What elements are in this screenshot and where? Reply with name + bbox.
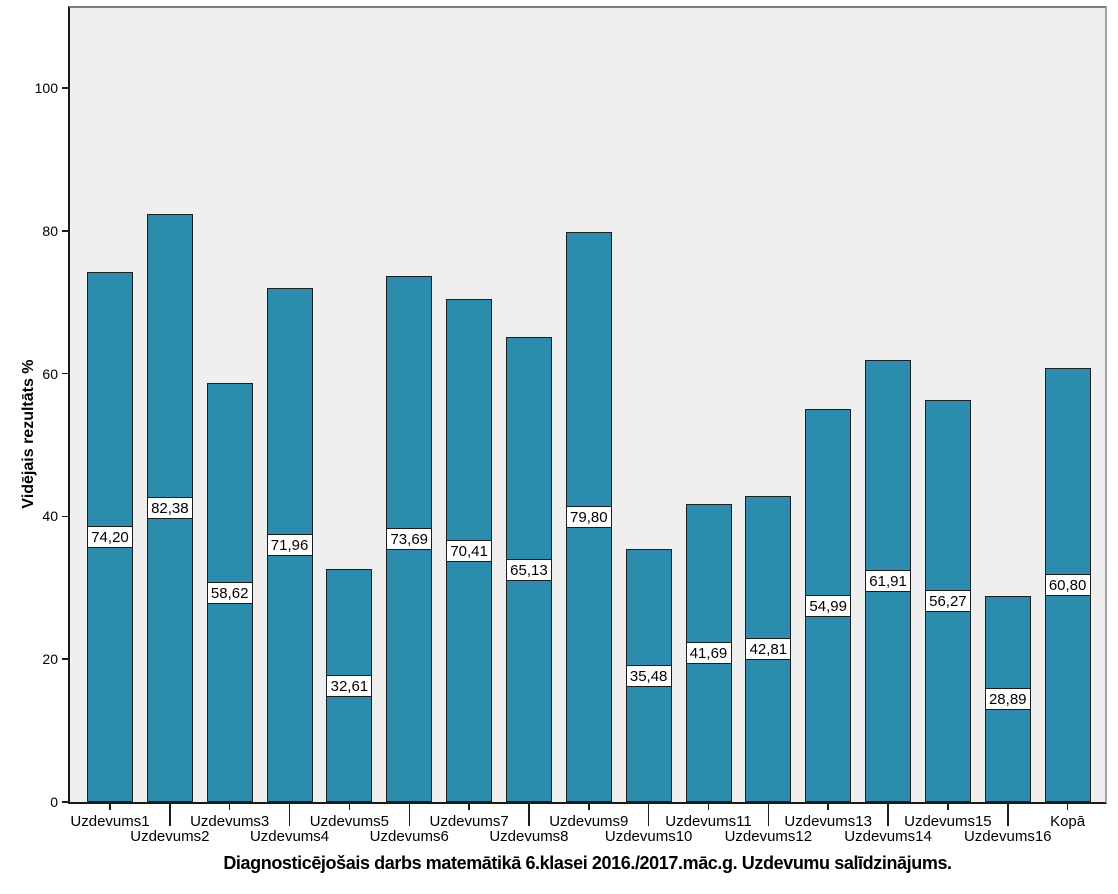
x-tick-uzdevums9 [588,804,590,810]
y-tick-label-40: 40 [42,508,58,525]
x-tick-uzdevums15 [947,804,949,810]
y-tick-40 [62,515,68,518]
x-tick-label-uzdevums10: Uzdevums10 [604,828,693,845]
x-tick-uzdevums12 [767,804,770,826]
x-tick-uzdevums13 [827,804,829,810]
x-tick-kop- [1066,804,1069,810]
y-tick-label-20: 20 [42,651,58,668]
x-tick-label-uzdevums5: Uzdevums5 [309,813,389,830]
bar-value-label-uzdevums1: 74,20 [87,526,133,548]
x-tick-uzdevums4 [288,804,291,826]
x-tick-label-uzdevums14: Uzdevums14 [844,828,932,845]
bar-value-label-uzdevums12: 42,81 [745,638,792,660]
y-tick-label-0: 0 [50,794,58,810]
x-tick-label-uzdevums4: Uzdevums4 [249,828,330,845]
x-tick-label-uzdevums11: Uzdevums11 [665,813,752,830]
y-tick-label-60: 60 [42,365,58,382]
y-tick-60 [62,372,68,375]
x-tick-uzdevums10 [647,804,650,826]
bar-value-label-uzdevums11: 41,69 [685,642,732,664]
y-tick-80 [62,230,68,232]
x-tick-label-uzdevums9: Uzdevums9 [549,813,629,830]
bar-value-label-uzdevums14: 61,91 [865,570,912,592]
y-tick-0 [62,801,68,803]
bar-value-label-uzdevums4: 71,96 [266,534,313,556]
y-tick-label-80: 80 [42,222,58,239]
bar-value-label-uzdevums2: 82,38 [146,497,193,519]
x-tick-label-uzdevums3: Uzdevums3 [190,813,270,830]
x-tick-label-uzdevums12: Uzdevums12 [724,828,813,845]
x-tick-label-uzdevums6: Uzdevums6 [369,828,449,845]
x-tick-uzdevums14 [887,804,889,826]
bar-value-label-uzdevums16: 28,89 [984,688,1031,710]
x-tick-label-uzdevums7: Uzdevums7 [429,813,509,830]
x-tick-label-uzdevums1: Uzdevums1 [70,813,150,830]
bar-value-label-uzdevums7: 70,41 [446,540,493,562]
y-tick-20 [62,658,68,660]
bar-value-label-uzdevums3: 58,62 [206,582,253,604]
y-tick-label-100: 100 [34,80,58,96]
y-tick-100 [62,87,68,89]
x-tick-uzdevums1 [109,804,111,810]
bar-value-label-uzdevums15: 56,27 [924,590,971,612]
bar-value-label-kop-: 60,80 [1044,574,1091,596]
bar-value-label-uzdevums5: 32,61 [326,675,373,697]
bar-value-label-uzdevums8: 65,13 [505,559,552,581]
x-tick-uzdevums16 [1007,804,1009,826]
x-tick-label-uzdevums8: Uzdevums8 [489,828,569,845]
x-tick-uzdevums11 [707,804,710,810]
x-tick-label-kop-: Kopā [1050,813,1086,830]
x-tick-uzdevums3 [228,804,231,810]
x-tick-label-uzdevums2: Uzdevums2 [130,828,210,845]
bar-value-label-uzdevums10: 35,48 [625,665,672,687]
chart-title: Diagnosticējošais darbs matemātikā 6.kla… [223,853,952,873]
x-tick-label-uzdevums13: Uzdevums13 [784,813,872,830]
x-tick-label-uzdevums16: Uzdevums16 [963,828,1052,845]
x-tick-uzdevums8 [528,804,530,826]
bar-value-label-uzdevums6: 73,69 [386,528,433,550]
x-tick-label-uzdevums15: Uzdevums15 [904,813,992,830]
bar-value-label-uzdevums13: 54,99 [805,595,852,617]
x-tick-uzdevums2 [169,804,171,826]
x-tick-uzdevums7 [468,804,470,810]
x-tick-uzdevums5 [348,804,351,810]
bar-value-label-uzdevums9: 79,80 [565,506,612,528]
x-tick-uzdevums6 [408,804,410,826]
